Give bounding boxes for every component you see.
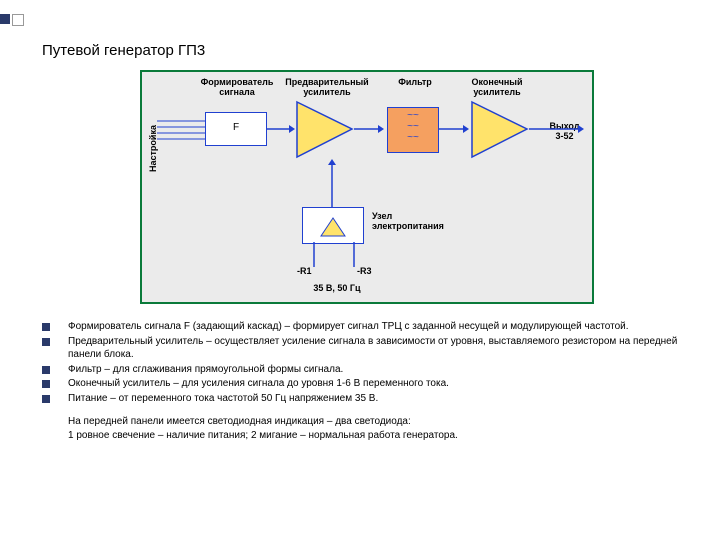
final-amp-triangle-icon — [472, 102, 527, 157]
bullet-item: Оконечный усилитель – для усиления сигна… — [42, 377, 682, 391]
bullet-icon — [42, 395, 50, 403]
bullet-item: Предварительный усилитель – осуществляет… — [42, 335, 682, 362]
label-shaper: Формировательсигнала — [197, 78, 277, 98]
bullet-icon — [42, 323, 50, 331]
bullet-icon — [42, 366, 50, 374]
label-r2: -R3 — [357, 267, 372, 277]
arrow-power-up — [325, 159, 339, 207]
arrow-1 — [267, 122, 295, 136]
accent-square-filled — [0, 14, 10, 24]
label-r1: -R1 — [297, 267, 312, 277]
preamp-triangle-icon — [297, 102, 352, 157]
bullet-item: Питание – от переменного тока частотой 5… — [42, 392, 682, 406]
label-preamp: Предварительныйусилитель — [282, 78, 372, 98]
page-title: Путевой генератор ГП3 — [42, 42, 205, 59]
tuning-lines — [157, 117, 207, 147]
slide-accent — [0, 0, 30, 540]
label-power: Узелэлектропитания — [372, 212, 452, 232]
shaper-f-block: F — [205, 112, 267, 146]
label-bottom: 35 В, 50 Гц — [302, 284, 372, 294]
bullet-text: Фильтр – для сглаживания прямоугольной ф… — [68, 363, 682, 377]
footer-line-1: На передней панели имеется светодиодная … — [68, 415, 678, 429]
power-block — [302, 207, 364, 244]
footer-line-2: 1 ровное свечение – наличие питания; 2 м… — [68, 429, 678, 443]
bullet-text: Питание – от переменного тока частотой 5… — [68, 392, 682, 406]
bullet-text: Предварительный усилитель – осуществляет… — [68, 335, 682, 362]
bullet-text: Оконечный усилитель – для усиления сигна… — [68, 377, 682, 391]
arrow-3 — [439, 122, 469, 136]
accent-square-outline — [12, 14, 24, 26]
bullet-text: Формирователь сигнала F (задающий каскад… — [68, 320, 682, 334]
power-amp-icon — [303, 208, 363, 243]
arrow-out — [529, 122, 584, 136]
bullet-item: Фильтр – для сглаживания прямоугольной ф… — [42, 363, 682, 377]
power-legs — [309, 242, 359, 272]
filter-block: ~~~~~~ — [387, 107, 439, 153]
bullet-list: Формирователь сигнала F (задающий каскад… — [42, 320, 682, 406]
bullet-icon — [42, 380, 50, 388]
bullet-item: Формирователь сигнала F (задающий каскад… — [42, 320, 682, 334]
bullet-icon — [42, 338, 50, 346]
label-final: Оконечныйусилитель — [462, 78, 532, 98]
label-filter: Фильтр — [390, 78, 440, 88]
block-diagram: Настройка Формировательсигнала Предварит… — [140, 70, 594, 304]
arrow-2 — [354, 122, 384, 136]
